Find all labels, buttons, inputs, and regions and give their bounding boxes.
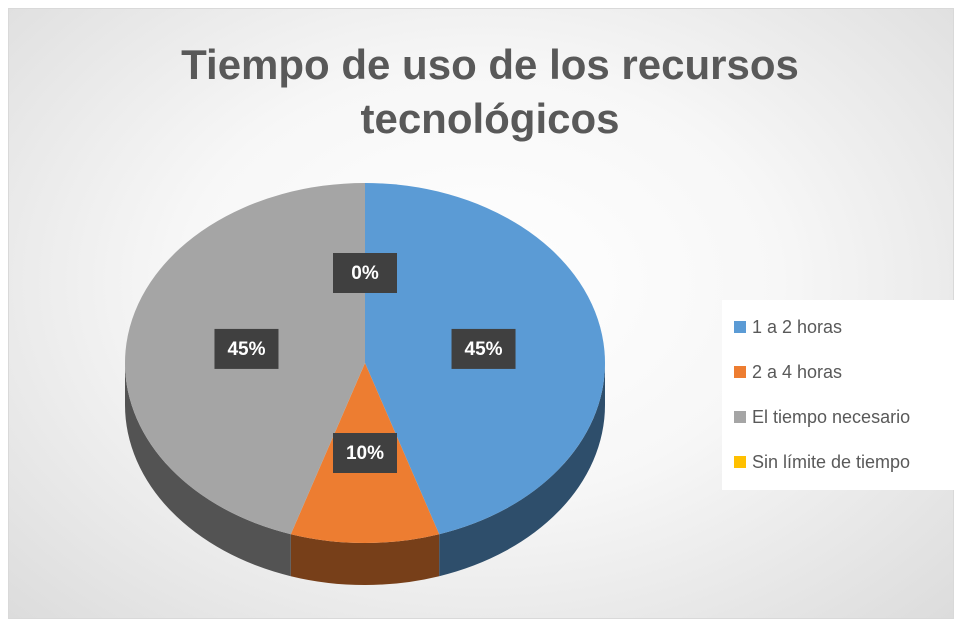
slice-side: [125, 363, 291, 577]
data-label-box: [333, 433, 397, 473]
legend-label: El tiempo necesario: [752, 407, 910, 427]
legend-label: 1 a 2 horas: [752, 317, 842, 337]
legend-box: [722, 300, 954, 490]
data-label: 45%: [465, 339, 503, 360]
data-label-box: [214, 328, 279, 369]
legend-label: Sin límite de tiempo: [752, 452, 910, 472]
data-label: 0%: [351, 263, 379, 284]
data-label-box: [333, 253, 397, 293]
legend-swatch: [734, 411, 746, 423]
legend-swatch: [734, 366, 746, 378]
slice-side: [439, 363, 605, 577]
legend-swatch: [734, 456, 746, 468]
data-label: 45%: [227, 339, 265, 360]
data-label-box: [451, 328, 516, 369]
chart-title: Tiempo de uso de los recursos tecnológic…: [181, 41, 799, 142]
data-label: 10%: [346, 443, 384, 464]
legend-label: 2 a 4 horas: [752, 362, 842, 382]
legend-swatch: [734, 321, 746, 333]
slice-side: [290, 534, 440, 586]
